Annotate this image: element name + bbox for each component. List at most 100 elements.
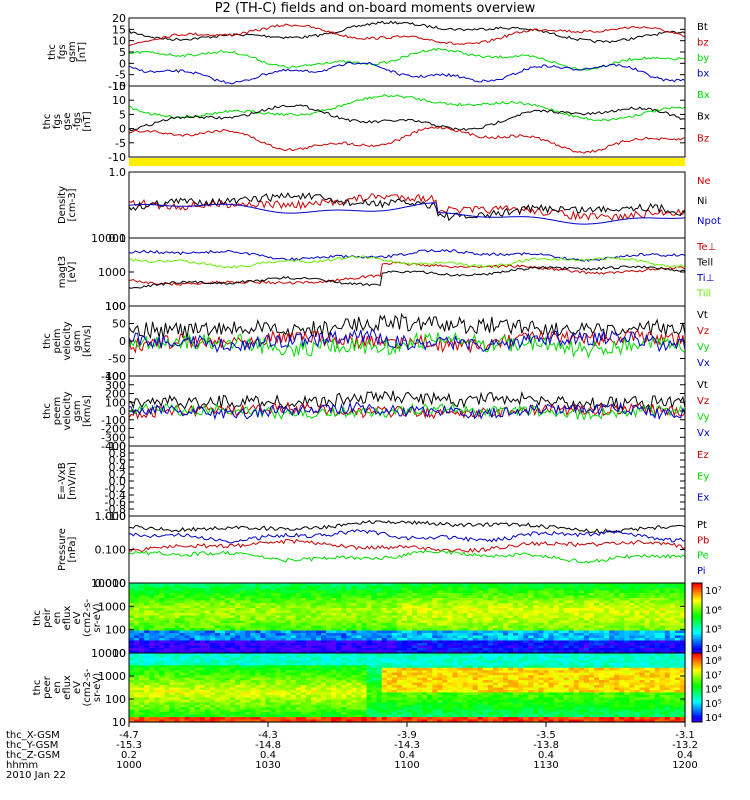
spectrogram-cell xyxy=(386,603,393,607)
spectrogram-cell xyxy=(467,595,474,599)
spectrogram-cell xyxy=(619,628,625,632)
spectrogram-cell xyxy=(346,600,352,604)
spectrogram-cell xyxy=(159,660,165,664)
spectrogram-cell xyxy=(351,603,358,607)
spectrogram-cell xyxy=(624,583,630,587)
spectrogram-cell xyxy=(498,643,504,647)
spectrogram-cell xyxy=(391,628,398,632)
spectrogram-cell xyxy=(275,657,282,661)
spectrogram-cell xyxy=(149,697,155,701)
spectrogram-cell xyxy=(295,687,302,691)
spectrogram-cell xyxy=(609,585,615,589)
spectrogram-cell xyxy=(331,638,337,642)
spectrogram-cell xyxy=(154,625,160,629)
spectrogram-cell xyxy=(245,687,251,691)
spectrogram-cell xyxy=(427,635,433,639)
y-tick-label: -100 xyxy=(101,370,126,383)
spectrogram-cell xyxy=(578,610,585,614)
spectrogram-cell xyxy=(300,709,307,713)
spectrogram-cell xyxy=(366,699,373,703)
spectrogram-cell xyxy=(214,633,221,637)
spectrogram-cell xyxy=(300,595,307,599)
y-axis-label: Density xyxy=(57,186,68,224)
spectrogram-cell xyxy=(396,590,403,594)
spectrogram-cell xyxy=(326,595,332,599)
spectrogram-cell xyxy=(361,655,368,659)
spectrogram-cell xyxy=(634,595,641,599)
spectrogram-cell xyxy=(230,633,236,637)
spectrogram-cell xyxy=(331,719,337,723)
spectrogram-cell xyxy=(376,610,383,614)
spectrogram-cell xyxy=(275,677,282,681)
spectrogram-cell xyxy=(351,593,358,597)
spectrogram-cell xyxy=(629,613,636,617)
spectrogram-cell xyxy=(664,603,671,607)
spectrogram-cell xyxy=(573,595,580,599)
spectrogram-cell xyxy=(442,583,449,587)
spectrogram-cell xyxy=(366,610,373,614)
spectrogram-cell xyxy=(644,618,651,622)
spectrogram-cell xyxy=(573,583,580,587)
spectrogram-cell xyxy=(235,635,241,639)
spectrogram-cell xyxy=(558,638,565,642)
spectrogram-cell xyxy=(285,605,292,609)
spectrogram-cell xyxy=(321,590,327,594)
spectrogram-cell xyxy=(154,665,160,669)
spectrogram-cell xyxy=(371,613,378,617)
spectrogram-cell xyxy=(407,645,413,649)
spectrogram-cell xyxy=(295,595,302,599)
spectrogram-cell xyxy=(391,595,398,599)
spectrogram-cell xyxy=(134,709,140,713)
spectrogram-cell xyxy=(225,685,231,689)
spectrogram-cell xyxy=(255,670,262,674)
spectrogram-cell xyxy=(285,712,292,716)
spectrogram-cell xyxy=(326,707,332,711)
spectrogram-cell xyxy=(295,608,302,612)
spectrogram-cell xyxy=(235,625,241,629)
spectrogram-cell xyxy=(134,680,140,684)
spectrogram-cell xyxy=(437,635,443,639)
spectrogram-cell xyxy=(361,593,368,597)
spectrogram-cell xyxy=(316,697,322,701)
spectrogram-cell xyxy=(295,655,302,659)
spectrogram-cell xyxy=(518,643,524,647)
spectrogram-cell xyxy=(326,687,332,691)
spectrogram-cell xyxy=(492,630,499,634)
spectrogram-cell xyxy=(346,677,352,681)
spectrogram-cell xyxy=(614,645,620,649)
spectrogram-cell xyxy=(220,702,226,706)
spectrogram-cell xyxy=(300,638,307,642)
spectrogram-cell xyxy=(604,633,610,637)
spectrogram-cell xyxy=(169,600,176,604)
spectrogram-cell xyxy=(543,598,550,602)
spectrogram-cell xyxy=(169,719,176,723)
spectrogram-cell xyxy=(255,692,262,696)
spectrogram-cell xyxy=(305,687,312,691)
spectrogram-cell xyxy=(260,583,267,587)
spectrogram-cell xyxy=(452,613,459,617)
spectrogram-cell xyxy=(245,618,251,622)
spectrogram-cell xyxy=(149,585,155,589)
spectrogram-cell xyxy=(139,615,145,619)
spectrogram-cell xyxy=(179,595,186,599)
spectrogram-cell xyxy=(174,588,181,592)
spectrogram-cell xyxy=(225,650,231,654)
spectrogram-cell xyxy=(149,635,155,639)
spectrogram-cell xyxy=(265,687,272,691)
spectrogram-cell xyxy=(305,603,312,607)
spectrogram-cell xyxy=(351,677,358,681)
spectrogram-cell xyxy=(604,623,610,627)
spectrogram-cell xyxy=(376,702,383,706)
spectrogram-cell xyxy=(452,610,459,614)
spectrogram-cell xyxy=(139,699,145,703)
spectrogram-cell xyxy=(467,590,474,594)
spectrogram-cell xyxy=(518,633,524,637)
spectrogram-cell xyxy=(447,590,454,594)
spectrogram-cell xyxy=(371,620,378,624)
spectrogram-cell xyxy=(275,595,282,599)
spectrogram-cell xyxy=(129,615,135,619)
spectrogram-cell xyxy=(492,620,499,624)
spectrogram-cell xyxy=(467,618,474,622)
spectrogram-cell xyxy=(366,588,373,592)
spectrogram-cell xyxy=(508,595,514,599)
